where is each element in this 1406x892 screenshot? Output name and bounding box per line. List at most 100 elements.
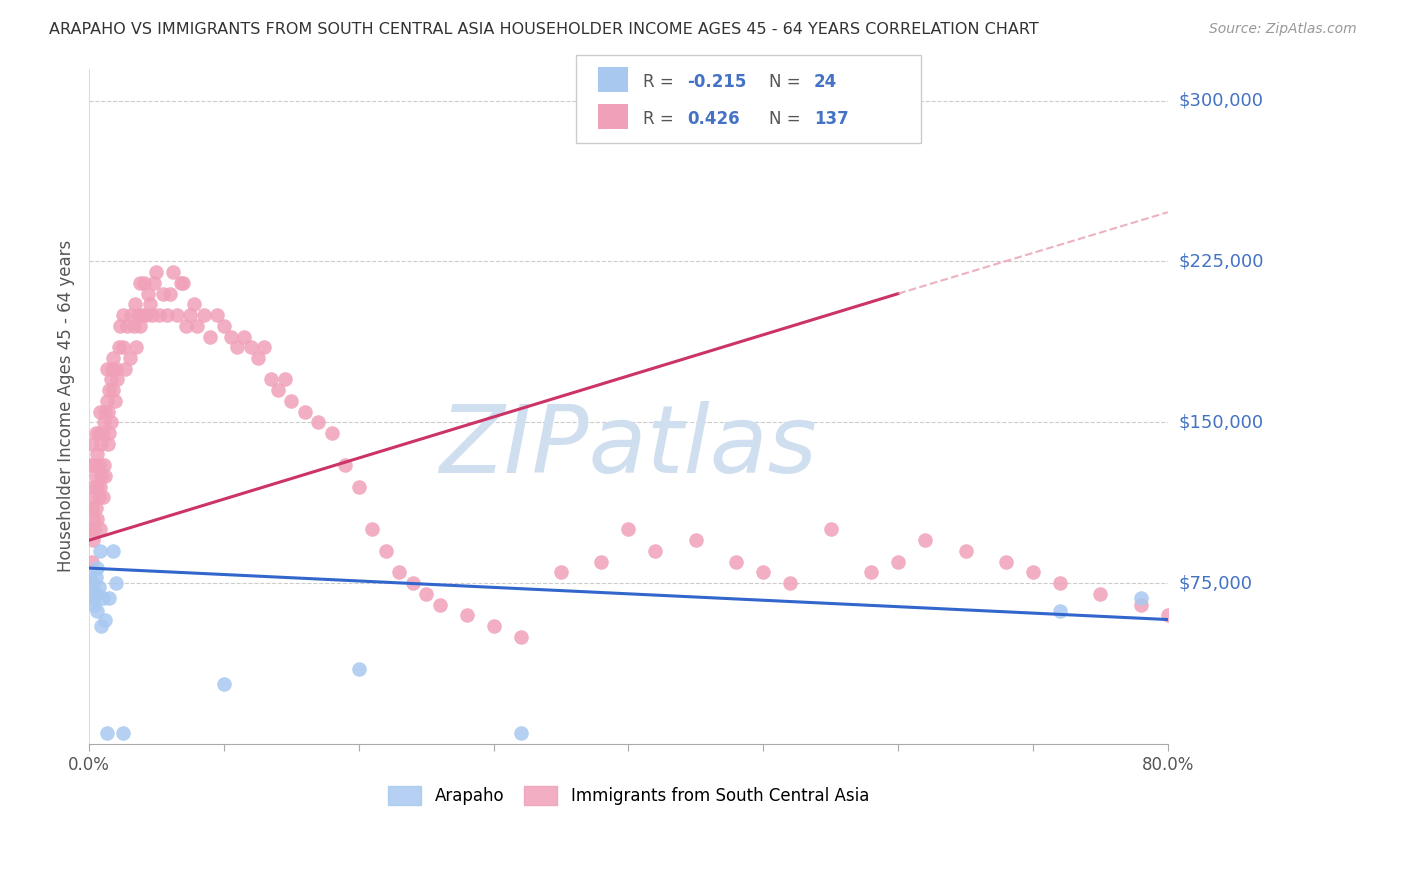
Point xyxy=(591,555,613,569)
Point xyxy=(138,286,160,301)
Point xyxy=(219,329,242,343)
Point xyxy=(86,561,108,575)
Point xyxy=(644,544,666,558)
Point xyxy=(402,576,425,591)
Point xyxy=(86,512,108,526)
Point xyxy=(96,361,118,376)
Point xyxy=(91,491,114,505)
Point xyxy=(955,544,977,558)
Point xyxy=(111,726,134,740)
Point xyxy=(273,372,295,386)
Point xyxy=(118,351,141,365)
Point xyxy=(97,436,120,450)
Point xyxy=(91,591,114,606)
Point xyxy=(89,404,111,418)
Point xyxy=(779,576,801,591)
Point xyxy=(129,276,152,290)
Point xyxy=(94,404,117,418)
Text: 0.426: 0.426 xyxy=(688,110,740,128)
Point xyxy=(148,308,170,322)
Point xyxy=(142,276,165,290)
Point xyxy=(100,372,122,386)
Point xyxy=(111,340,134,354)
Point xyxy=(156,308,179,322)
Point xyxy=(253,340,276,354)
Point xyxy=(200,329,222,343)
Point xyxy=(239,340,262,354)
Point xyxy=(129,318,152,333)
Text: $225,000: $225,000 xyxy=(1180,252,1264,270)
Point xyxy=(860,566,883,580)
Point xyxy=(83,491,105,505)
Point xyxy=(125,340,148,354)
Point xyxy=(87,581,110,595)
Text: N =: N = xyxy=(769,73,806,91)
Point xyxy=(172,276,194,290)
Point xyxy=(90,619,112,633)
Point xyxy=(685,533,707,548)
Point xyxy=(103,351,125,365)
Text: $300,000: $300,000 xyxy=(1180,92,1264,110)
Point xyxy=(80,501,103,516)
Point xyxy=(752,566,775,580)
Point xyxy=(103,544,125,558)
Text: R =: R = xyxy=(643,73,679,91)
Point xyxy=(84,425,107,440)
Text: -0.215: -0.215 xyxy=(688,73,747,91)
Point xyxy=(90,469,112,483)
Point xyxy=(91,425,114,440)
Point xyxy=(87,458,110,472)
Text: R =: R = xyxy=(643,110,679,128)
Point xyxy=(347,662,370,676)
Point xyxy=(87,491,110,505)
Text: Source: ZipAtlas.com: Source: ZipAtlas.com xyxy=(1209,22,1357,37)
Point xyxy=(82,591,104,606)
Point xyxy=(347,480,370,494)
Point xyxy=(294,404,316,418)
Point xyxy=(617,523,640,537)
Point xyxy=(1090,587,1112,601)
Point xyxy=(267,383,290,397)
Point xyxy=(96,393,118,408)
Point xyxy=(914,533,936,548)
Point xyxy=(429,598,451,612)
Point xyxy=(108,318,131,333)
Text: 137: 137 xyxy=(814,110,849,128)
Point xyxy=(94,613,117,627)
Point xyxy=(83,523,105,537)
Point xyxy=(374,544,396,558)
Point xyxy=(260,372,283,386)
Point xyxy=(820,523,842,537)
Point xyxy=(83,458,105,472)
Point xyxy=(80,555,103,569)
Point xyxy=(174,318,197,333)
Point xyxy=(280,393,302,408)
Point xyxy=(93,415,115,429)
Point xyxy=(995,555,1018,569)
Point xyxy=(1157,608,1180,623)
Point xyxy=(87,425,110,440)
Point xyxy=(103,383,125,397)
Point xyxy=(84,501,107,516)
Point xyxy=(193,308,215,322)
Point xyxy=(166,308,188,322)
Point xyxy=(84,469,107,483)
Point xyxy=(104,393,127,408)
Point xyxy=(105,576,128,591)
Point xyxy=(212,677,235,691)
Point xyxy=(79,523,101,537)
Point xyxy=(1129,591,1152,606)
Point xyxy=(84,587,107,601)
Point xyxy=(186,318,208,333)
Point xyxy=(246,351,269,365)
Point xyxy=(111,308,134,322)
Point xyxy=(98,591,121,606)
Point xyxy=(179,308,201,322)
Point xyxy=(84,569,107,583)
Point xyxy=(1049,604,1071,618)
Point xyxy=(89,544,111,558)
Point xyxy=(80,436,103,450)
Point xyxy=(101,361,124,376)
Point xyxy=(1049,576,1071,591)
Point xyxy=(127,308,149,322)
